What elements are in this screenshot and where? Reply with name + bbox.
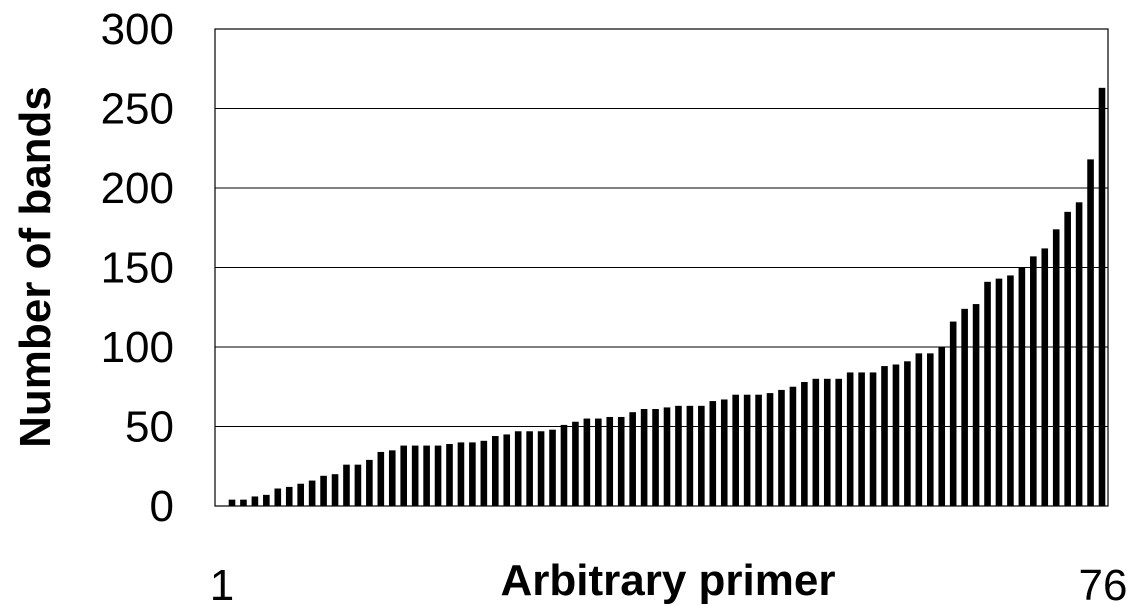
- x-tick-label-last: 76: [1079, 561, 1128, 607]
- bar-31: [572, 421, 579, 506]
- y-tick-labels: 0 50 100 150 200 250 300: [101, 5, 174, 531]
- y-tick-label-250: 250: [101, 85, 174, 134]
- y-axis-label: Number of bands: [11, 86, 60, 448]
- bar-5: [274, 488, 282, 506]
- bar-4: [263, 494, 270, 506]
- bar-39: [663, 407, 671, 506]
- bar-57: [869, 372, 877, 506]
- bar-65: [961, 308, 968, 506]
- bar-46: [743, 394, 751, 506]
- bar-48: [766, 393, 774, 506]
- bar-18: [423, 445, 430, 506]
- bar-49: [778, 389, 785, 506]
- bar-68: [995, 278, 1003, 506]
- bars: [228, 87, 1106, 507]
- bar-73: [1052, 229, 1060, 506]
- bar-63: [938, 347, 946, 506]
- bar-55: [846, 372, 854, 506]
- bar-74: [1064, 211, 1071, 506]
- bar-14: [377, 451, 385, 506]
- bar-71: [1030, 256, 1037, 506]
- bar-40: [675, 405, 682, 506]
- bar-58: [881, 366, 888, 506]
- y-tick-label-100: 100: [101, 323, 174, 372]
- bar-43: [709, 401, 717, 506]
- bar-16: [400, 445, 408, 506]
- bar-75: [1075, 202, 1083, 506]
- bar-64: [949, 321, 957, 506]
- bar-41: [686, 405, 694, 506]
- bar-28: [537, 431, 545, 506]
- bar-76: [1087, 159, 1094, 506]
- bar-8: [308, 480, 316, 506]
- bar-51: [801, 381, 808, 506]
- bar-10: [331, 474, 339, 506]
- bar-29: [549, 429, 556, 506]
- bar-13: [366, 459, 373, 506]
- bar-27: [526, 431, 533, 506]
- bar-20: [446, 443, 453, 506]
- bar-61: [915, 353, 923, 506]
- plot-frame: [214, 28, 1109, 507]
- bar-62: [926, 353, 934, 506]
- bar-36: [629, 412, 636, 506]
- bar-44: [720, 399, 728, 506]
- x-tick-label-first: 1: [210, 561, 234, 607]
- bar-19: [434, 445, 442, 506]
- y-tick-label-300: 300: [101, 5, 174, 54]
- bar-60: [904, 361, 911, 506]
- bar-32: [583, 418, 591, 506]
- bar-37: [640, 409, 648, 506]
- bar-21: [457, 442, 465, 506]
- bar-52: [812, 378, 820, 506]
- bar-38: [652, 409, 659, 506]
- bar-3: [251, 496, 259, 506]
- bar-11: [343, 464, 350, 506]
- bar-17: [411, 445, 419, 506]
- bar-1: [228, 499, 236, 506]
- y-tick-label-200: 200: [101, 164, 174, 213]
- bar-24: [491, 436, 499, 506]
- y-tick-label-50: 50: [125, 403, 174, 452]
- x-axis-label: Arbitrary primer: [500, 556, 835, 605]
- bar-77: [1098, 87, 1106, 506]
- bar-42: [698, 405, 705, 506]
- bar-67: [984, 281, 991, 506]
- bar-25: [503, 434, 511, 506]
- bar-53: [823, 378, 831, 506]
- bar-15: [388, 450, 396, 506]
- bar-54: [835, 378, 843, 506]
- bar-33: [595, 418, 602, 506]
- bar-9: [320, 475, 327, 506]
- gridlines: [215, 108, 1108, 427]
- bar-34: [606, 416, 614, 506]
- bar-26: [514, 431, 522, 506]
- bar-6: [285, 486, 293, 506]
- bar-70: [1018, 267, 1026, 506]
- bar-7: [297, 483, 304, 506]
- bar-69: [1007, 275, 1014, 506]
- bar-56: [858, 372, 865, 506]
- bar-45: [732, 394, 739, 506]
- bar-2: [240, 499, 247, 506]
- bar-22: [469, 442, 476, 506]
- bar-50: [789, 386, 797, 506]
- bar-59: [892, 364, 900, 506]
- bar-30: [560, 424, 568, 506]
- y-tick-label-0: 0: [150, 482, 174, 531]
- bar-12: [354, 464, 362, 506]
- y-tick-label-150: 150: [101, 244, 174, 293]
- bar-23: [480, 440, 488, 506]
- bar-66: [972, 304, 980, 506]
- bar-72: [1041, 248, 1049, 507]
- bar-35: [617, 416, 625, 506]
- bar-47: [755, 394, 762, 506]
